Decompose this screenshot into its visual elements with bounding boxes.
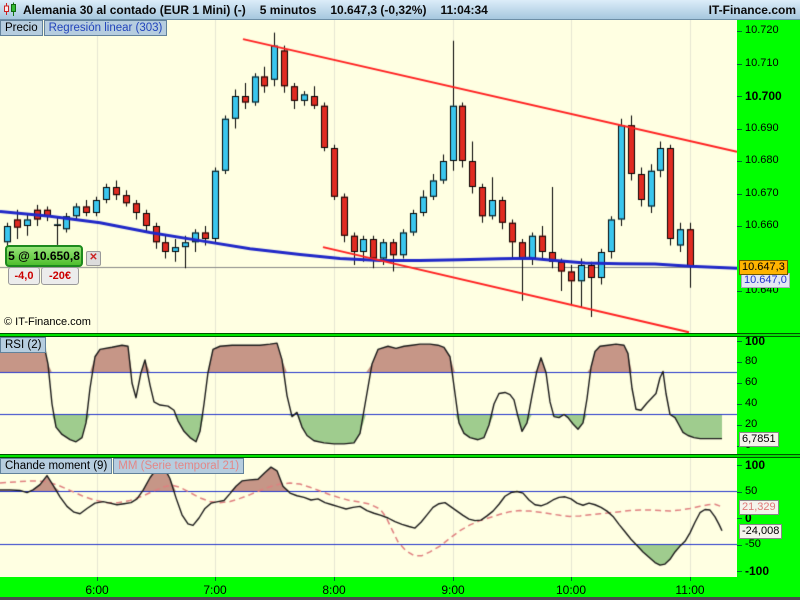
time-axis-label: 11:00 [675,583,705,597]
axis-tick [737,492,742,493]
rsi-value-tag: 6,7851 [739,432,779,447]
tab-precio[interactable]: Precio [0,20,43,36]
time-axis[interactable]: 6:00 7:00 8:00 9:00 10:00 11:00 [0,577,800,600]
axis-tick [737,226,742,227]
price-axis-label: 10.670 [745,187,779,199]
price-chart-canvas[interactable] [0,20,737,333]
rsi-axis-label: 100 [745,334,766,348]
tab-rsi[interactable]: RSI (2) [0,337,47,353]
axis-tick [737,64,742,65]
panel-separator [0,333,800,337]
chande-axis-label: 50 [745,485,758,497]
price-axis-label: 10.660 [745,219,779,231]
axis-tick [737,383,742,384]
time-axis-label: 7:00 [203,583,227,597]
axis-tick [737,518,742,519]
rsi-chart-canvas[interactable] [0,337,737,454]
price-axis-label: 10.690 [745,122,779,134]
price-axis[interactable] [737,20,800,577]
rsi-panel: RSI (2) [0,337,737,454]
instrument-title: Alemania 30 al contado (EUR 1 Mini) (-) [23,2,246,17]
tab-chande-moment[interactable]: Chande moment (9) [0,458,113,474]
chande-axis-label: -50 [745,538,761,550]
time-axis-label: 10:00 [555,583,587,597]
candlestick-icon [3,2,18,17]
price-axis-label: 10.710 [745,57,779,69]
time-axis-tick [690,577,691,581]
last-price-change: 10.647,3 (-0,32%) [330,2,427,17]
time-axis-label: 8:00 [322,583,346,597]
timeframe-label: 5 minutos [259,2,317,17]
axis-tick [737,96,742,97]
chande-axis-label: 100 [745,458,766,472]
axis-tick [737,194,742,195]
chande-axis-label: -100 [745,564,770,578]
position-pl-points: -4,0 [8,267,40,285]
brand-label: IT-Finance.com [708,2,796,17]
tab-regresion-linear[interactable]: Regresión linear (303) [43,20,168,36]
window-bottom-edge [0,597,800,600]
title-bar: Alemania 30 al contado (EUR 1 Mini) (-) … [0,0,800,20]
axis-tick [737,571,742,572]
rsi-axis-label: 60 [745,376,758,388]
rsi-axis-label: 80 [745,355,758,367]
axis-tick [737,465,742,466]
axis-tick [737,362,742,363]
time-axis-tick [334,577,335,581]
axis-tick [737,291,742,292]
price-axis-label: 10.680 [745,154,779,166]
time-axis-tick [97,577,98,581]
rsi-axis-label: 20 [745,418,758,430]
clock: 11:04:34 [440,2,488,17]
rsi-axis-label: 40 [745,397,758,409]
price-panel: Precio Regresión linear (303) [0,20,737,333]
axis-tick [737,545,742,546]
current-price-tag: 10.647,3 [739,260,788,275]
price-axis-label: 10.700 [745,89,782,103]
time-axis-tick [453,577,454,581]
time-axis-tick [215,577,216,581]
axis-tick [737,129,742,130]
position-pl-euros: -20€ [41,267,79,285]
ma-price-tag: 10.647,0 [741,273,790,288]
price-axis-label: 10.720 [745,24,779,36]
position-close-button[interactable]: ✕ [86,251,101,266]
chande-axis-label: 0 [745,511,752,525]
time-axis-label: 6:00 [85,583,109,597]
axis-tick [737,161,742,162]
axis-tick [737,404,742,405]
chande-chart-canvas[interactable] [0,458,737,577]
axis-tick [737,341,742,342]
chande-value-tag: -24,008 [739,524,783,539]
watermark: © IT-Finance.com [4,316,91,328]
time-axis-tick [571,577,572,581]
chande-panel: Chande moment (9) MM (Serie temporal 21) [0,458,737,577]
axis-tick [737,425,742,426]
time-axis-label: 9:00 [441,583,465,597]
panel-separator [0,454,800,458]
mm-value-tag: 21,329 [739,500,779,515]
tab-mm-serie-temporal[interactable]: MM (Serie temporal 21) [113,458,245,474]
axis-tick [737,31,742,32]
position-label[interactable]: 5 @ 10.650,8 [5,245,83,267]
